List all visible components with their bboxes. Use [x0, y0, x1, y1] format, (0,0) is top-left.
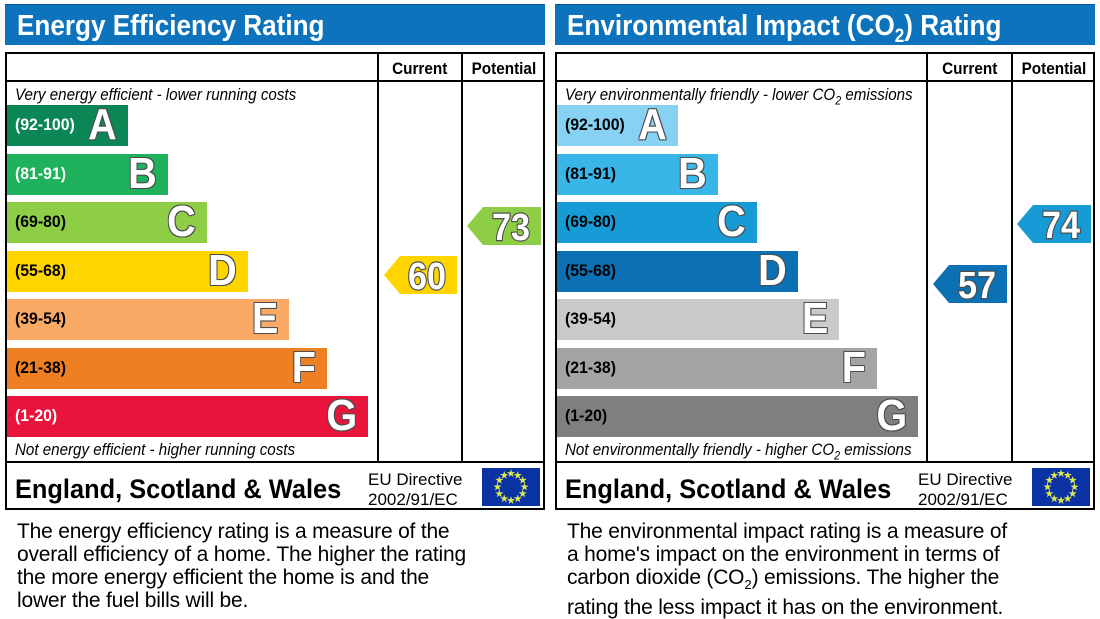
- svg-text:73: 73: [492, 207, 530, 245]
- svg-text:57: 57: [958, 265, 996, 303]
- svg-text:74: 74: [1042, 205, 1080, 243]
- svg-text:60: 60: [408, 256, 446, 294]
